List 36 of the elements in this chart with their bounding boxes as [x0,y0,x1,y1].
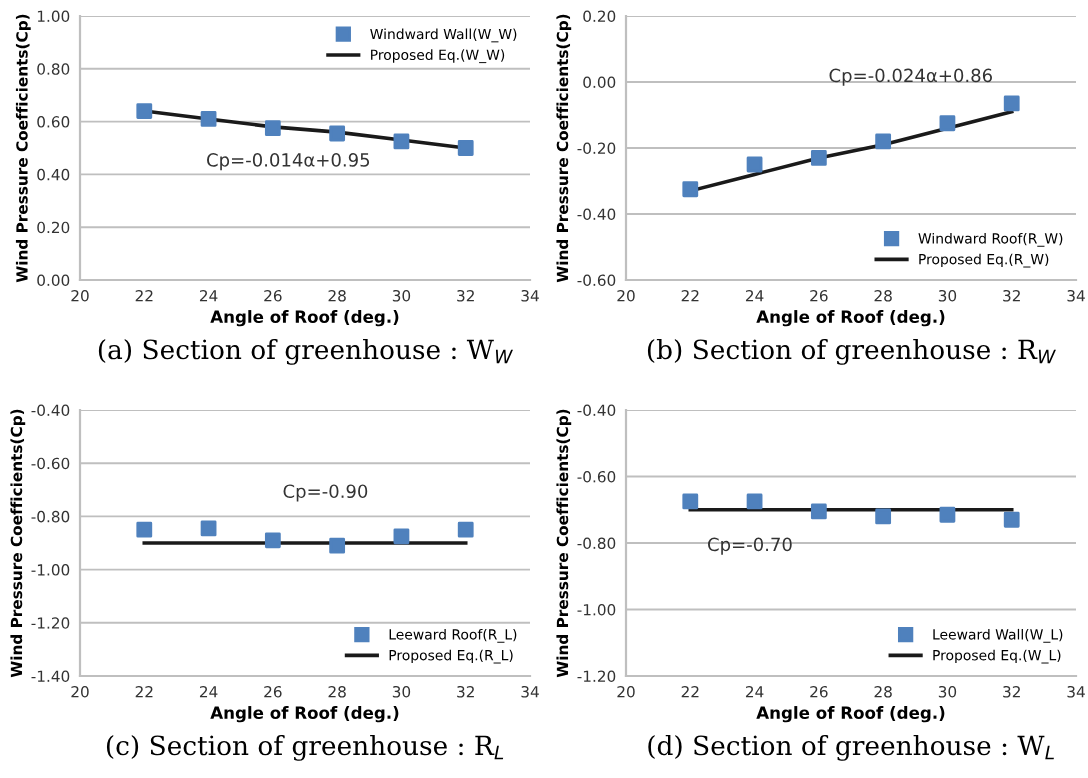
point [200,520,217,537]
point [200,111,217,127]
point [810,503,827,520]
text: (c) Section of greenhouse : R$_{L}$ [106,734,504,761]
point [746,493,763,510]
point [393,133,410,150]
annotation: Cp=-0.70 [708,537,792,555]
point [264,532,281,549]
x-axis-title: Angle of Roof (deg.) [210,310,399,327]
point [746,156,763,173]
point [875,133,892,150]
point [136,103,153,119]
point [457,521,474,538]
point [682,493,699,510]
point [682,181,699,198]
text: (a) Section of greenhouse : W$_{W}$ [98,338,513,365]
point [329,537,346,554]
point [136,521,153,538]
point [457,140,474,156]
point [264,120,281,137]
annotation: Cp=-0.024α+0.86 [829,68,992,86]
x-axis-title: Angle of Roof (deg.) [210,706,399,723]
point [810,150,827,166]
point [1003,511,1020,528]
annotation: Cp=-0.014α+0.95 [207,153,370,171]
text: (b) Section of greenhouse : R$_{W}$ [647,338,1056,365]
point [875,508,892,525]
x-axis-title: Angle of Roof (deg.) [756,706,945,723]
point [939,506,956,523]
annotation: Cp=-0.90 [283,484,368,502]
point [939,115,956,132]
point [393,528,410,545]
point [1003,95,1020,112]
point [329,125,346,142]
text: (d) Section of greenhouse : W$_{L}$ [648,734,1054,761]
x-axis-title: Angle of Roof (deg.) [756,310,945,327]
